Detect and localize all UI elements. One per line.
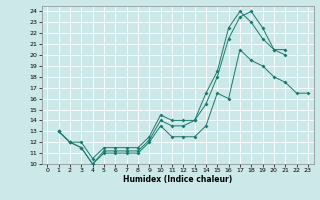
X-axis label: Humidex (Indice chaleur): Humidex (Indice chaleur): [123, 175, 232, 184]
